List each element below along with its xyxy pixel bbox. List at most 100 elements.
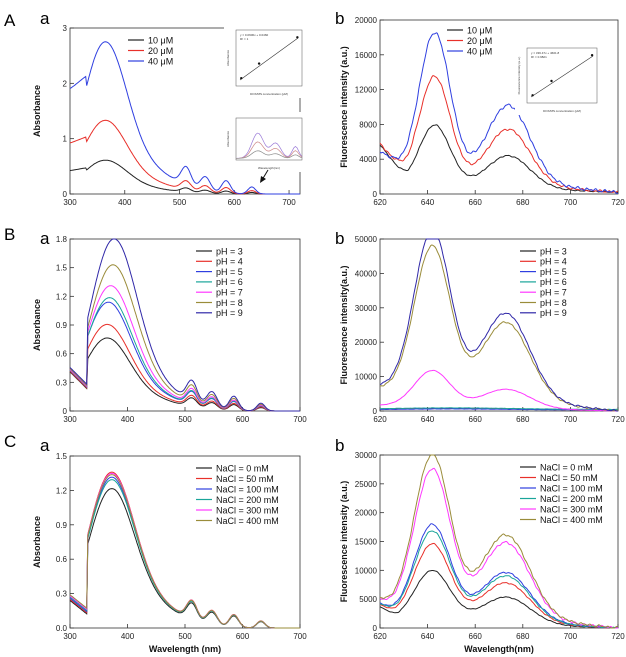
x-tick-label: 680: [516, 415, 530, 424]
inset-background: [224, 24, 306, 98]
inset-spectrum-line: [236, 141, 303, 159]
legend-label: pH = 4: [540, 257, 567, 267]
fit-point: [531, 94, 534, 97]
x-tick-label: 680: [516, 198, 530, 207]
y-tick-label: 0: [373, 190, 378, 199]
panel-a-fluorescence: b 620 640 660 680 700 720 0 4000 8000 12000 16000 20…: [335, 9, 625, 207]
fit-line: [239, 37, 299, 81]
legend-label: NaCl = 400 mM: [540, 515, 603, 525]
x-tick-label: 700: [282, 198, 296, 207]
panel-letter: a: [40, 9, 50, 28]
y-axis-label: Absorbance: [32, 516, 42, 568]
x-tick-label: 680: [516, 632, 530, 641]
y-tick-label: 1: [63, 135, 68, 144]
x-tick-label: 700: [564, 415, 578, 424]
y-tick-label: 0.0: [56, 624, 68, 633]
panel-letter: b: [335, 436, 344, 455]
legend-label: 40 μM: [148, 56, 173, 66]
legend-label: NaCl = 100 mM: [540, 483, 603, 493]
inset-x-label: Wavelength(nm): [258, 166, 280, 170]
x-tick-label: 660: [469, 198, 483, 207]
y-axis-label: Absorbance: [32, 85, 42, 137]
y-tick-label: 10000: [355, 566, 378, 575]
legend-label: 40 μM: [467, 46, 492, 56]
y-axis-label: Fluorescence intensity(a.u.): [339, 265, 349, 384]
legend-label: NaCl = 200 mM: [540, 494, 603, 504]
inset-x-label: DOX/MS concentration (μM): [250, 92, 288, 96]
y-tick-label: 1.2: [56, 292, 68, 301]
series-line-5: [380, 454, 619, 629]
y-tick-label: 25000: [355, 480, 378, 489]
x-tick-label: 700: [293, 632, 307, 641]
x-tick-label: 700: [564, 632, 578, 641]
y-tick-label: 20000: [355, 16, 378, 25]
fit-equation: y = 0.0606x + 0.0460: [240, 33, 269, 37]
panel-letter: b: [335, 9, 344, 28]
x-tick-label: 700: [564, 198, 578, 207]
y-tick-label: 1.2: [56, 486, 68, 495]
series-line-5: [69, 264, 300, 412]
x-tick-label: 300: [63, 415, 77, 424]
legend: pH = 3pH = 4pH = 5pH = 6pH = 7pH = 8pH =…: [520, 246, 567, 318]
x-tick-label: 660: [469, 415, 483, 424]
y-tick-label: 0: [63, 190, 68, 199]
inset-y-label: Absorbance: [226, 131, 230, 147]
series-line-5: [69, 474, 300, 629]
legend-label: pH = 9: [216, 308, 243, 318]
x-tick-label: 500: [173, 198, 187, 207]
inset-background: [224, 112, 306, 172]
y-tick-label: 10000: [355, 373, 378, 382]
series-line-5: [379, 244, 619, 412]
plot-frame: [69, 27, 301, 195]
x-tick-label: 600: [236, 415, 250, 424]
row-label-c: C: [4, 432, 16, 451]
legend-label: pH = 7: [216, 288, 243, 298]
x-tick-label: 620: [373, 632, 387, 641]
inset-x-label: DOX/MS concentration (μM): [543, 109, 581, 113]
series-line-0: [69, 337, 300, 412]
fit-equation: y = 336.47x + 4601.8: [531, 51, 560, 55]
series-line-4: [69, 285, 300, 412]
legend-label: NaCl = 300 mM: [540, 504, 603, 514]
y-tick-label: 50000: [355, 235, 378, 244]
inset-y-label: Absorbance: [226, 50, 230, 66]
x-tick-label: 300: [63, 632, 77, 641]
x-tick-label: 640: [421, 632, 435, 641]
x-tick-label: 620: [373, 198, 387, 207]
y-tick-label: 16000: [355, 51, 378, 60]
legend-label: NaCl = 100 mM: [216, 484, 279, 494]
fit-point: [550, 79, 553, 83]
legend-label: NaCl = 0 mM: [216, 463, 269, 473]
legend-label: NaCl = 50 mM: [540, 473, 598, 483]
legend-label: 20 μM: [467, 36, 492, 46]
legend-label: pH = 6: [540, 277, 567, 287]
fit-r-squared: R² = 0.9821: [531, 55, 547, 59]
x-axis-label: Wavelength(nm): [464, 644, 534, 654]
x-tick-label: 700: [293, 415, 307, 424]
fit-r-squared: R² = 1: [240, 37, 249, 41]
x-tick-label: 400: [121, 415, 135, 424]
legend-label: NaCl = 300 mM: [216, 505, 279, 515]
x-tick-label: 660: [469, 632, 483, 641]
y-tick-label: 1.5: [56, 264, 68, 273]
y-tick-label: 15000: [355, 538, 378, 547]
plot-frame: [379, 19, 619, 195]
series-line-0: [379, 124, 619, 194]
panel-c-absorbance: a 300 400 500 600 700 0.0 0.3 0.6 0.9 1.2 1.5 Absorb…: [32, 436, 307, 654]
panel-b-fluorescence: b 620 640 660 680 700 720 0 10000 20000 30000 40000…: [335, 229, 625, 424]
y-tick-label: 0.9: [56, 521, 68, 530]
row-label-b: B: [4, 225, 15, 244]
inset-linear-fit: y = 336.47x + 4601.8R² = 0.9821 DOX/MS co…: [515, 42, 601, 115]
inset-zoom-spectrum: Wavelength(nm) Absorbance: [224, 112, 306, 172]
fit-point: [296, 36, 299, 39]
y-axis-label: Fluorescence intensity (a.u.): [339, 481, 349, 603]
series-line-1: [69, 323, 300, 412]
x-tick-label: 640: [421, 198, 435, 207]
legend: pH = 3pH = 4pH = 5pH = 6pH = 7pH = 8pH =…: [196, 246, 243, 318]
y-tick-label: 1.8: [56, 235, 68, 244]
y-tick-label: 0.3: [56, 590, 68, 599]
y-tick-label: 4000: [359, 155, 377, 164]
